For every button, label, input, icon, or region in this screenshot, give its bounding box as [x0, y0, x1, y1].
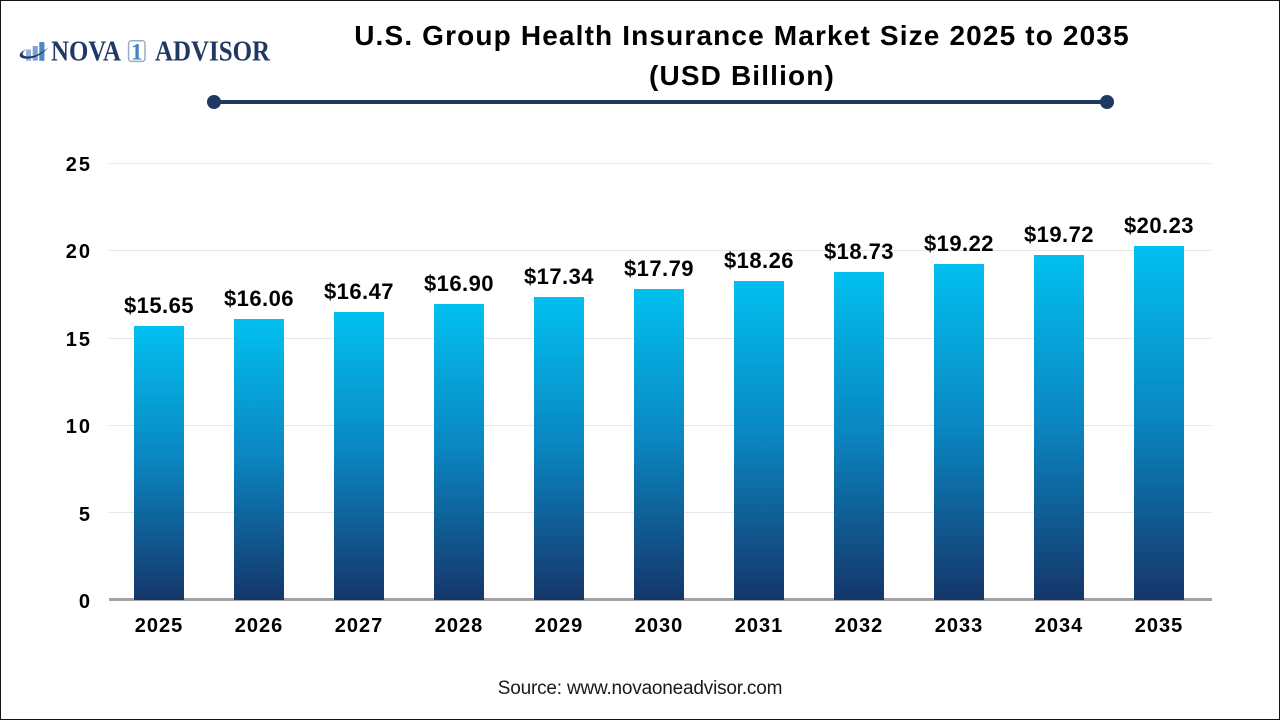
svg-text:1: 1 — [131, 40, 143, 66]
svg-text:ADVISOR: ADVISOR — [155, 37, 271, 67]
svg-text:NOVA: NOVA — [51, 37, 122, 67]
